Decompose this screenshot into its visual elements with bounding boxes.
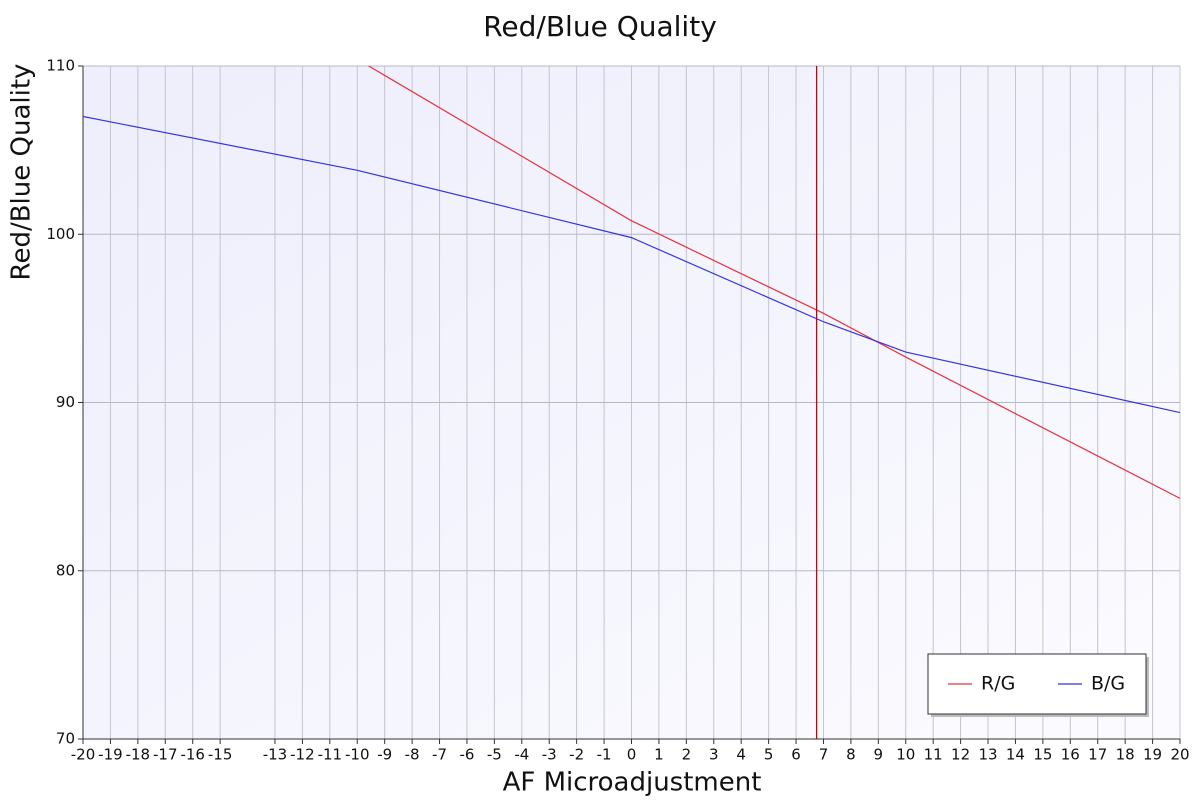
- x-tick-label: 15: [1033, 746, 1052, 764]
- x-tick-label: 10: [896, 746, 915, 764]
- y-tick-label: 100: [46, 225, 75, 243]
- x-tick-label: -3: [542, 746, 557, 764]
- x-tick-label: -9: [377, 746, 392, 764]
- x-tick-label: 8: [846, 746, 856, 764]
- x-tick-label: -5: [487, 746, 502, 764]
- chart-title: Red/Blue Quality: [483, 10, 717, 43]
- y-tick-label: 70: [56, 730, 75, 748]
- y-tick-label: 110: [46, 57, 75, 75]
- x-tick-label: 5: [764, 746, 774, 764]
- x-tick-label: -13: [263, 746, 288, 764]
- x-tick-label: -19: [98, 746, 123, 764]
- x-tick-label: 13: [978, 746, 997, 764]
- x-tick-label: 2: [682, 746, 692, 764]
- x-tick-label: -15: [208, 746, 233, 764]
- x-tick-label: -16: [180, 746, 205, 764]
- x-tick-label: -8: [405, 746, 420, 764]
- x-tick-label: -6: [459, 746, 474, 764]
- x-tick-label: -18: [126, 746, 151, 764]
- x-tick-label: -20: [71, 746, 96, 764]
- x-tick-label: 9: [874, 746, 884, 764]
- x-tick-label: -12: [290, 746, 315, 764]
- y-tick-label: 90: [56, 393, 75, 411]
- series-line: [367, 66, 1180, 499]
- x-tick-label: -10: [345, 746, 370, 764]
- x-axis-label: AF Microadjustment: [503, 768, 762, 798]
- x-tick-label: -1: [597, 746, 612, 764]
- x-tick-label: 19: [1143, 746, 1162, 764]
- x-tick-label: 14: [1006, 746, 1025, 764]
- x-tick-label: 3: [709, 746, 719, 764]
- plot-lines: [83, 66, 1180, 499]
- x-tick-label: 11: [924, 746, 943, 764]
- x-tick-label: 7: [819, 746, 829, 764]
- y-axis-label: Red/Blue Quality: [7, 64, 37, 281]
- x-tick-label: 17: [1088, 746, 1107, 764]
- x-tick-label: 16: [1061, 746, 1080, 764]
- x-tick-label: -2: [569, 746, 584, 764]
- legend-label: R/G: [981, 673, 1015, 695]
- x-tick-label: 12: [951, 746, 970, 764]
- x-tick-label: 4: [736, 746, 746, 764]
- x-tick-label: -11: [318, 746, 343, 764]
- x-tick-label: 6: [791, 746, 801, 764]
- y-tick-label: 80: [56, 561, 75, 579]
- x-tick-label: 20: [1170, 746, 1189, 764]
- x-tick-label: -17: [153, 746, 178, 764]
- x-tick-label: 1: [654, 746, 664, 764]
- legend-label: B/G: [1091, 673, 1125, 695]
- x-tick-label: -7: [432, 746, 447, 764]
- x-tick-label: -4: [514, 746, 529, 764]
- x-tick-label: 0: [627, 746, 637, 764]
- series-line: [83, 115, 1180, 414]
- x-tick-label: 18: [1116, 746, 1135, 764]
